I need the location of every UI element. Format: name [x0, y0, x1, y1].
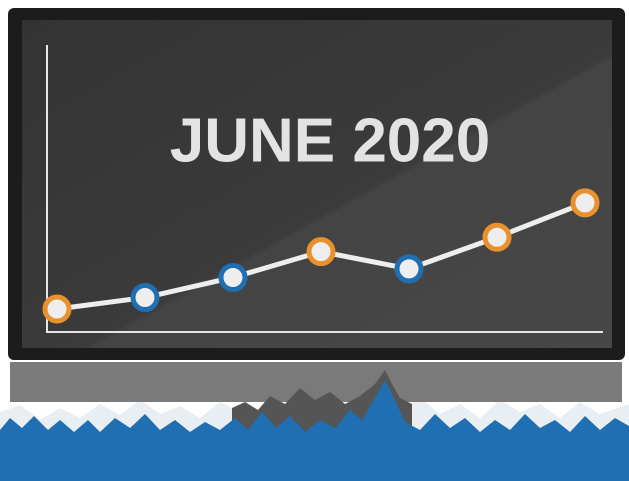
point: [218, 262, 248, 292]
skyline-front: [0, 380, 629, 481]
point: [394, 254, 424, 284]
point: [482, 222, 512, 252]
monitor-stand: [10, 362, 622, 402]
plot: [42, 188, 600, 324]
chart-title: JUNE 2020: [170, 106, 491, 175]
point: [570, 188, 600, 218]
monitor-screen: [22, 20, 612, 348]
point: [130, 283, 160, 313]
point: [42, 294, 72, 324]
point: [306, 237, 336, 267]
